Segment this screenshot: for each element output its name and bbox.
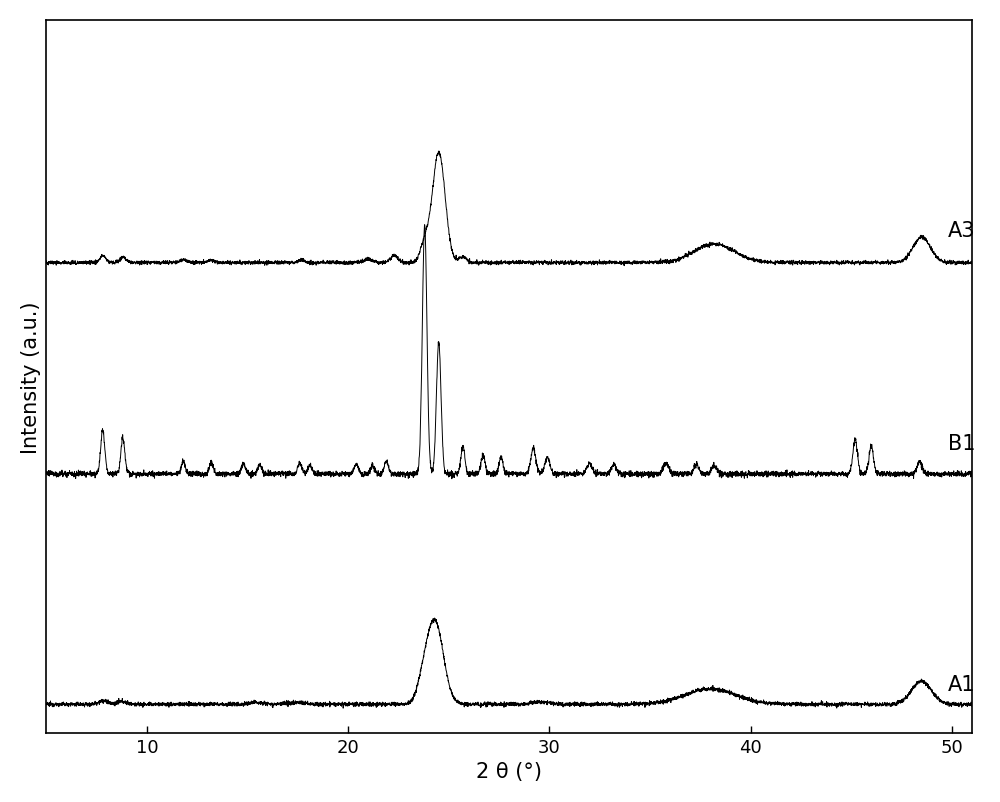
X-axis label: 2 θ (°): 2 θ (°) bbox=[476, 761, 542, 781]
Text: A3: A3 bbox=[948, 221, 975, 241]
Text: A1: A1 bbox=[948, 674, 975, 694]
Y-axis label: Intensity (a.u.): Intensity (a.u.) bbox=[21, 301, 41, 453]
Text: B1: B1 bbox=[948, 433, 975, 453]
